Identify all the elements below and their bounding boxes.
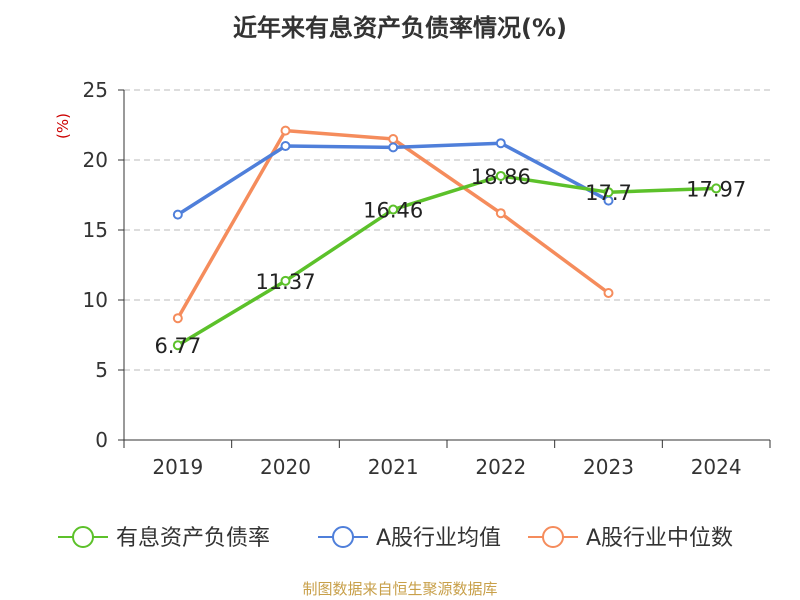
data-point — [280, 125, 291, 136]
data-label: 18.86 — [471, 165, 531, 189]
y-tick-label: 10 — [83, 288, 108, 312]
legend-marker — [72, 526, 94, 548]
data-point — [280, 141, 291, 151]
data-point — [711, 183, 722, 194]
legend-item: A股行业均值 — [318, 526, 501, 551]
legend-label: 有息资产负债率 — [116, 526, 270, 551]
chart-title: 近年来有息资产负债率情况(%) — [233, 14, 567, 42]
data-point — [280, 275, 291, 286]
data-point — [495, 138, 506, 149]
data-point — [495, 208, 506, 219]
data-point — [172, 340, 183, 351]
series-line — [176, 174, 717, 347]
x-tick-label: 2022 — [475, 455, 526, 479]
y-tick-label: 5 — [95, 358, 108, 382]
axes: 0 5 10 15 20 25 2019 2020 2021 2022 2023 2024 — [83, 78, 771, 479]
data-label: 16.46 — [363, 199, 423, 223]
x-tick-label: 2021 — [368, 455, 419, 479]
data-source-note: 制图数据来自恒生聚源数据库 — [302, 580, 498, 598]
series-lines — [172, 125, 722, 351]
legend-marker — [332, 526, 354, 548]
data-label: 17.7 — [585, 181, 632, 205]
legend-marker — [542, 526, 564, 548]
data-label: 6.77 — [154, 334, 201, 358]
legend-label: A股行业中位数 — [586, 526, 733, 551]
x-tick-label: 2019 — [152, 455, 203, 479]
data-label: 17.97 — [686, 177, 746, 201]
legend-label: A股行业均值 — [376, 526, 501, 551]
legend: 有息资产负债率 A股行业均值 A股行业中位数 — [58, 526, 733, 551]
legend-item: A股行业中位数 — [528, 526, 733, 551]
y-tick-label: 20 — [83, 148, 108, 172]
x-tick-label: 2023 — [583, 455, 634, 479]
data-point — [495, 170, 506, 181]
x-tick-label: 2024 — [691, 455, 742, 479]
y-tick-label: 25 — [83, 78, 108, 102]
x-tick-label: 2020 — [260, 455, 311, 479]
data-point — [172, 209, 183, 220]
y-axis-unit-label: (%) — [54, 113, 72, 139]
data-labels: 6.77 11.37 16.46 18.86 17.7 17.97 — [154, 165, 746, 358]
grid-lines — [124, 89, 770, 371]
data-point — [388, 134, 399, 144]
data-point — [603, 187, 614, 198]
legend-item: 有息资产负债率 — [58, 526, 270, 551]
data-label: 11.37 — [255, 270, 315, 294]
y-tick-label: 15 — [83, 218, 108, 242]
data-point — [603, 288, 614, 298]
series-line — [176, 128, 610, 320]
data-point — [388, 204, 399, 215]
y-tick-label: 0 — [95, 428, 108, 452]
data-point — [172, 313, 183, 324]
data-point — [388, 142, 399, 153]
